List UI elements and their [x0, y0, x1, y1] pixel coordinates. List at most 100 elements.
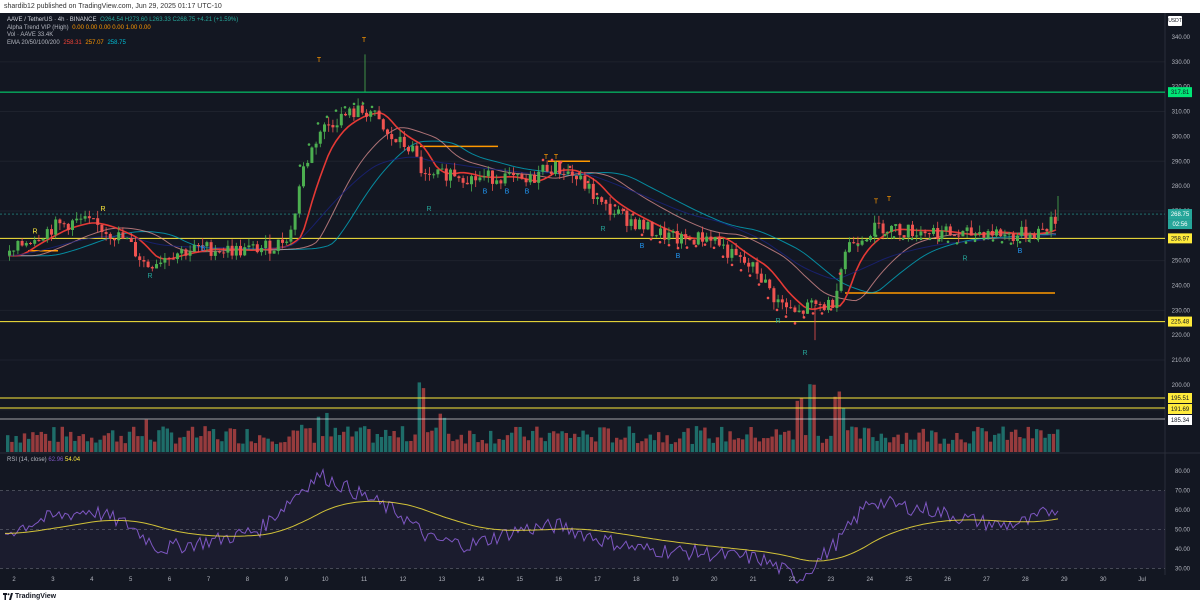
- top-marker: T: [362, 37, 367, 44]
- candle-body: [990, 230, 994, 236]
- candle-body: [436, 169, 440, 175]
- volume-bar: [791, 439, 795, 452]
- signal-dot: [1009, 242, 1013, 245]
- volume-bar: [829, 435, 833, 452]
- candle-body: [554, 161, 557, 174]
- volume-bar: [967, 443, 972, 452]
- signal-dot: [622, 208, 626, 212]
- volume-bar: [568, 437, 573, 452]
- candle-body: [335, 125, 339, 128]
- volume-bar: [602, 427, 606, 452]
- volume-bar: [707, 438, 711, 452]
- volume-bar: [552, 431, 556, 452]
- candle-body: [104, 232, 108, 234]
- candle-body: [402, 136, 406, 148]
- signal-dot: [361, 102, 365, 105]
- candle-body: [667, 232, 671, 240]
- volume-bar: [640, 441, 644, 452]
- candle-body: [369, 111, 373, 117]
- candle-body: [835, 290, 839, 308]
- candle-body: [58, 219, 62, 224]
- price-badge-b2-bg: [1168, 404, 1192, 414]
- candle-body: [612, 213, 616, 215]
- volume-bar: [783, 431, 787, 452]
- candle-body: [1037, 228, 1040, 239]
- time-tick: 21: [750, 577, 757, 583]
- volume-bar: [951, 439, 955, 452]
- volume-bar: [795, 400, 799, 452]
- volume-bar: [52, 427, 56, 452]
- volume-bar: [682, 431, 686, 452]
- signal-dot: [874, 234, 878, 238]
- volume-bar: [623, 437, 627, 452]
- volume-bar: [39, 431, 43, 452]
- time-tick: 19: [672, 577, 679, 583]
- time-tick: 23: [828, 577, 835, 583]
- candle-body: [927, 233, 931, 235]
- volume-bar: [224, 431, 228, 452]
- volume-bar: [409, 440, 413, 452]
- candle-body: [877, 222, 881, 224]
- candle-body: [218, 251, 221, 253]
- candle-body: [491, 170, 494, 184]
- bottom-marker: B: [483, 189, 488, 196]
- candle-body: [444, 168, 448, 181]
- candle-body: [516, 174, 520, 176]
- candle-body: [373, 110, 377, 112]
- time-tick: 29: [1061, 577, 1068, 583]
- alpha-trend-label[interactable]: Alpha Trend VIP (High): [7, 24, 69, 31]
- candle-body: [323, 124, 326, 132]
- candle-body: [440, 168, 444, 170]
- candle-body: [365, 112, 368, 117]
- volume-bar: [535, 426, 539, 452]
- signal-dot: [856, 243, 860, 247]
- candle-body: [486, 170, 490, 177]
- candle-body: [944, 226, 948, 231]
- time-axis: 2 3 4 5 6 7 8 9 10 11 12 13 14 15 16 17 18 19 20 21 22 23 24 25…: [12, 577, 1146, 583]
- reversal-marker: R: [802, 350, 807, 357]
- rsi-label[interactable]: RSI (14, close): [7, 457, 47, 463]
- volume-bar: [585, 434, 589, 452]
- symbol-label[interactable]: AAVE / TetherUS · 4h · BINANCE: [7, 17, 97, 23]
- ema-label[interactable]: EMA 20/50/100/200: [7, 39, 60, 46]
- volume-bar: [81, 434, 85, 452]
- signal-dot: [694, 244, 698, 248]
- volume-bar: [476, 442, 480, 452]
- candle-body: [965, 227, 969, 231]
- candle-body: [1007, 233, 1011, 235]
- candle-body: [360, 105, 364, 113]
- candle-body: [352, 108, 356, 118]
- candle-body: [709, 236, 713, 241]
- candle-body: [344, 113, 347, 116]
- currency-badge[interactable]: USDT: [1168, 16, 1182, 26]
- volume-bar: [560, 431, 564, 452]
- candle-body: [226, 245, 230, 253]
- volume-bar: [1009, 431, 1014, 452]
- rsi-tick: 70.00: [1175, 489, 1191, 495]
- signal-dot: [739, 268, 743, 272]
- volume-bar: [73, 440, 77, 452]
- candle-body: [688, 239, 692, 241]
- volume-bar: [858, 438, 862, 452]
- candle-body: [545, 164, 549, 172]
- candle-body: [37, 240, 41, 242]
- volume-bar: [144, 419, 148, 452]
- candle-body: [41, 238, 45, 241]
- volume-bar: [988, 441, 993, 452]
- candle-body: [247, 245, 251, 248]
- volume-bar: [102, 435, 106, 452]
- reversal-marker: R: [426, 206, 431, 213]
- volume-bar: [354, 431, 358, 452]
- price-badge-support-bg: [1168, 233, 1192, 244]
- volume-bar: [497, 438, 501, 452]
- candle-body: [272, 250, 276, 254]
- candle-body: [205, 242, 209, 247]
- volume-bar: [976, 426, 980, 452]
- candle-body: [869, 236, 872, 241]
- candle-body: [785, 302, 788, 308]
- candle-body: [1003, 234, 1007, 237]
- candle-body: [197, 245, 200, 247]
- volume-label[interactable]: Vol · AAVE 33.4K: [7, 32, 54, 38]
